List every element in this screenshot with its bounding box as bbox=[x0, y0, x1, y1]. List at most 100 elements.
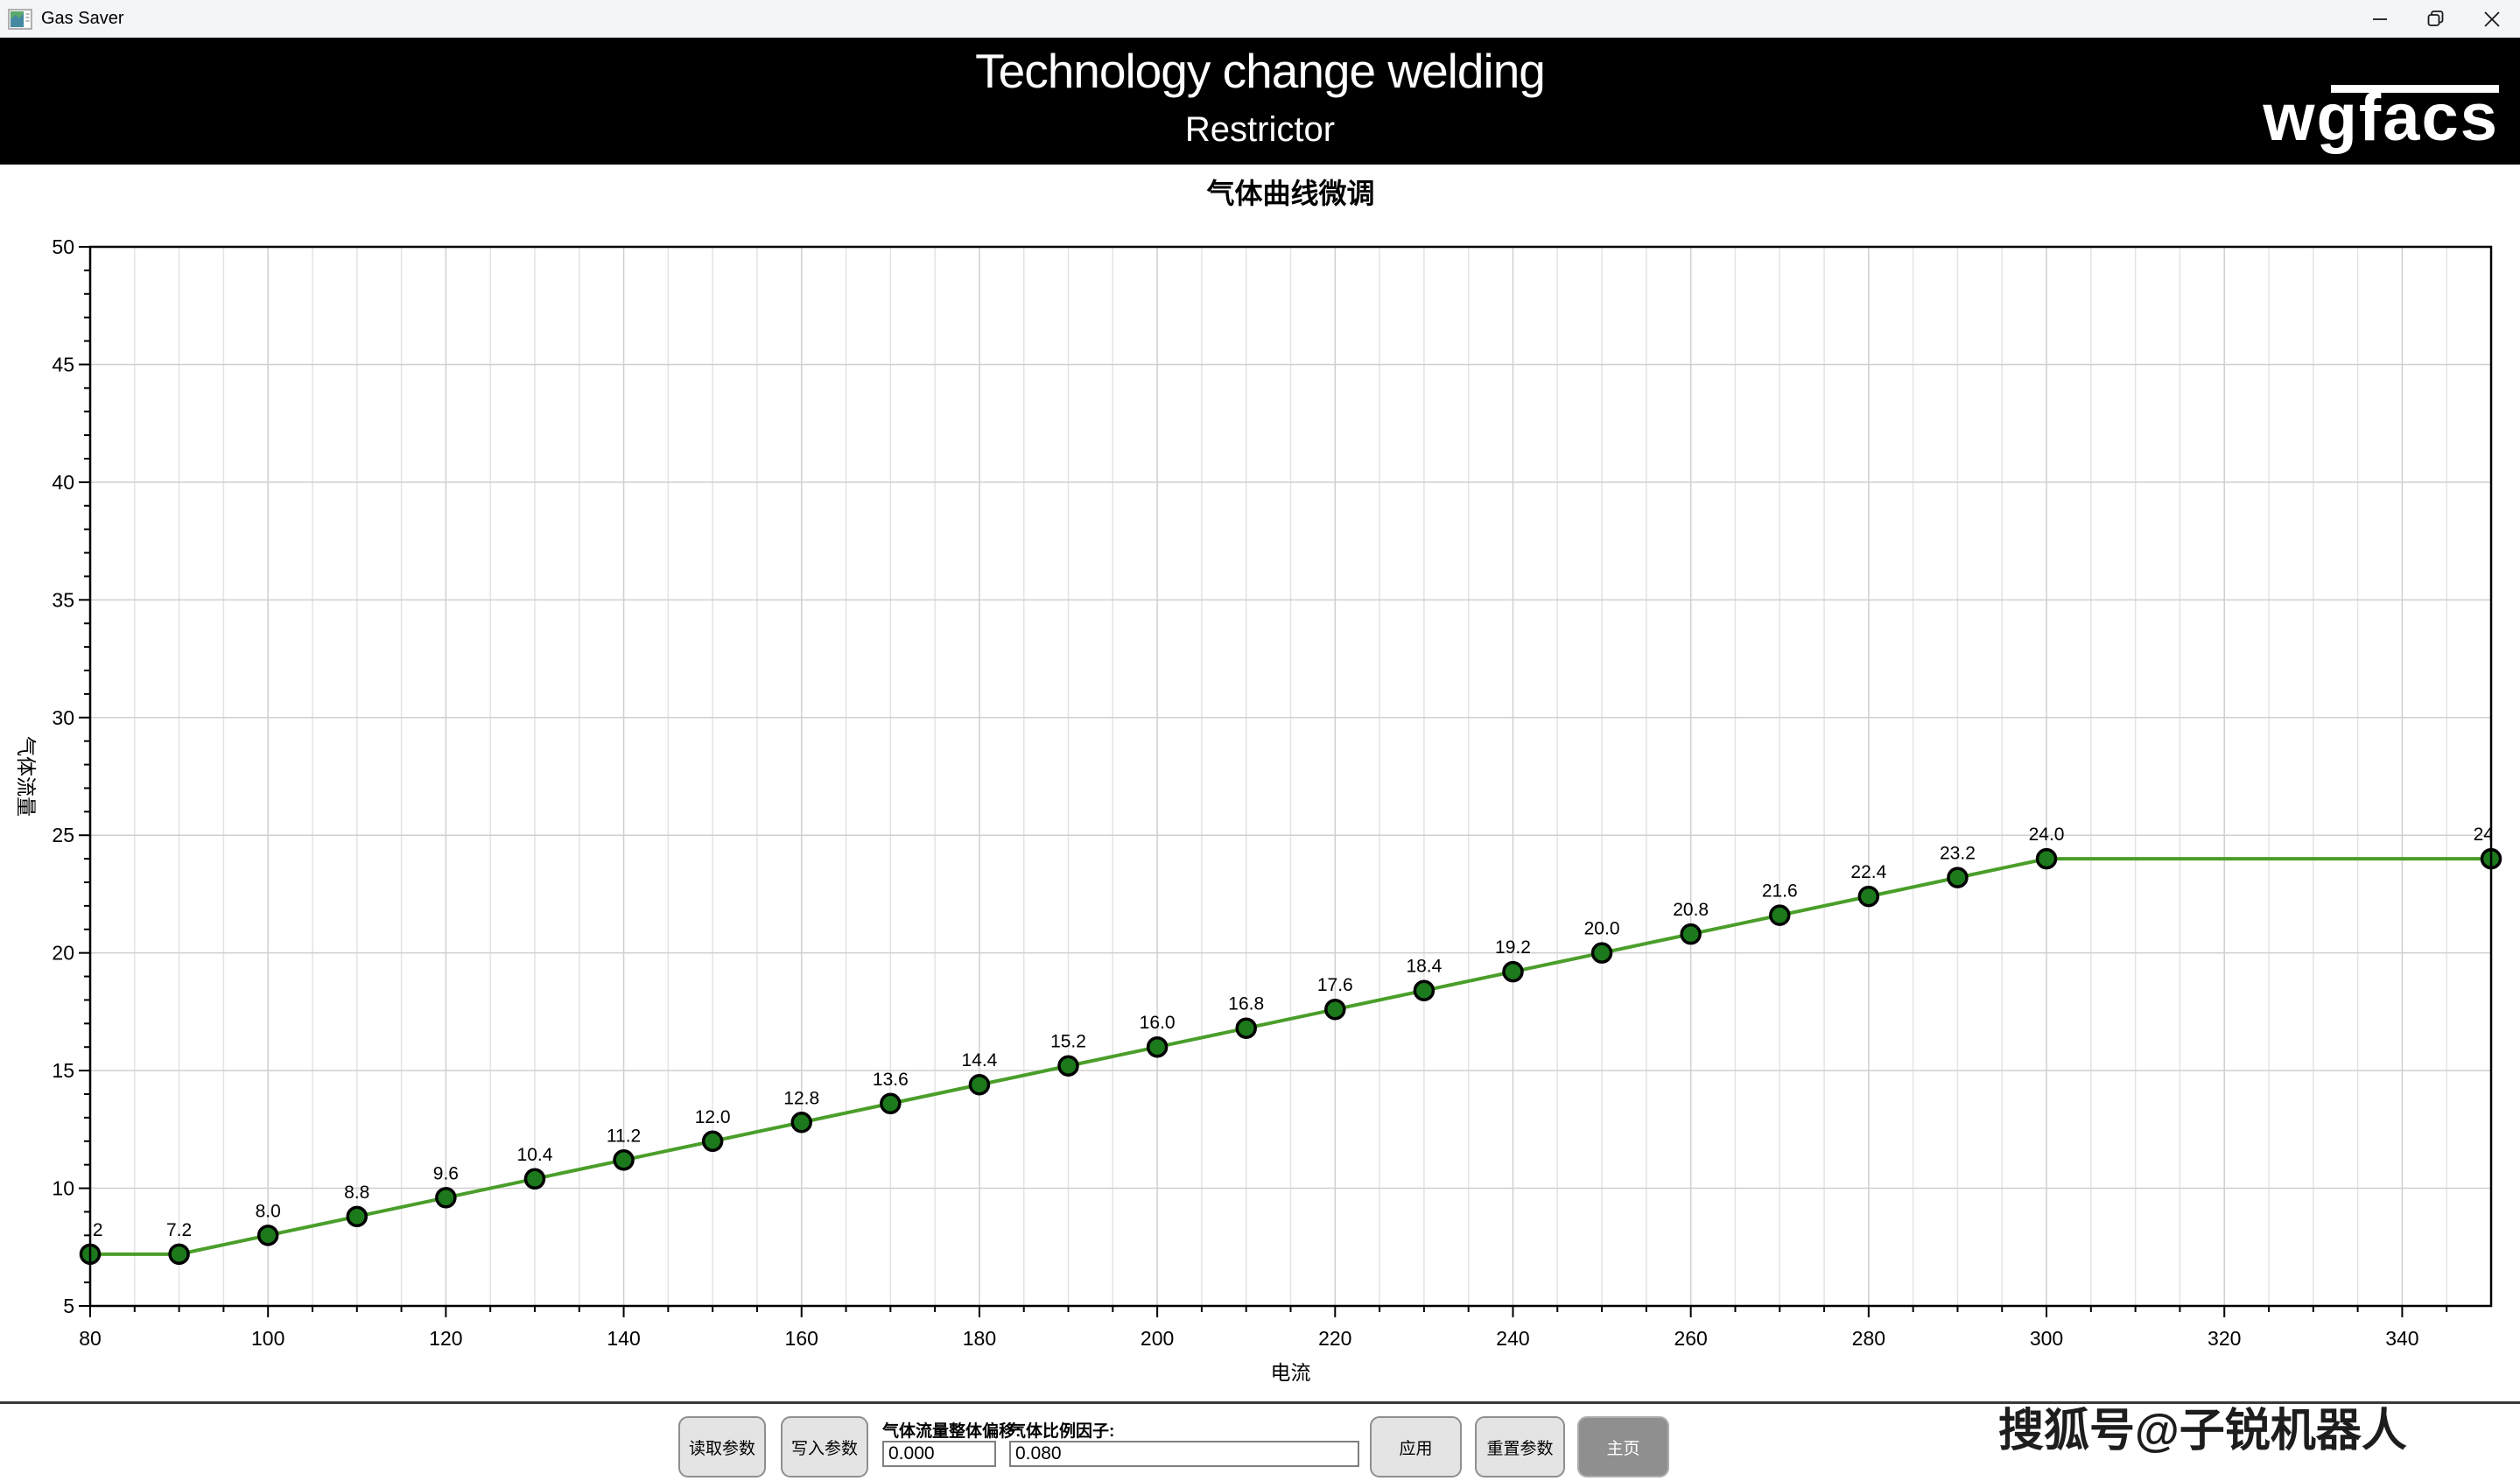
series-line bbox=[90, 857, 2491, 1256]
y-tick-label: 20 bbox=[52, 942, 74, 965]
read-params-button[interactable]: 读取参数 bbox=[678, 1416, 766, 1477]
data-point-label: 16.8 bbox=[1228, 994, 1264, 1014]
data-point-label: 12.0 bbox=[695, 1107, 731, 1127]
home-button[interactable]: 主页 bbox=[1577, 1416, 1669, 1477]
data-point-marker bbox=[1502, 960, 1524, 983]
page-title: Technology change welding bbox=[975, 44, 1546, 98]
y-axis-label: 气体流量 bbox=[15, 736, 38, 817]
x-tick-label: 240 bbox=[1496, 1327, 1529, 1350]
data-point-marker bbox=[1324, 998, 1346, 1021]
y-tick-label: 5 bbox=[63, 1295, 74, 1317]
data-point-marker bbox=[701, 1130, 724, 1153]
x-tick-label: 100 bbox=[251, 1327, 284, 1350]
window-controls bbox=[2352, 0, 2520, 38]
data-point-label: 24.0 bbox=[2029, 825, 2065, 845]
data-point-label: 7.2 bbox=[166, 1220, 192, 1240]
plot-border bbox=[88, 245, 2493, 1308]
data-points bbox=[79, 847, 2502, 1266]
data-point-marker bbox=[256, 1225, 279, 1246]
x-tick-label: 160 bbox=[785, 1327, 818, 1350]
data-point-marker bbox=[523, 1168, 546, 1190]
close-icon bbox=[2484, 11, 2500, 27]
page-subtitle: Restrictor bbox=[1184, 110, 1336, 149]
x-tick-label: 120 bbox=[429, 1327, 462, 1350]
x-tick-label: 220 bbox=[1318, 1327, 1351, 1350]
data-point-label: 8.0 bbox=[256, 1201, 281, 1221]
minimize-button[interactable] bbox=[2352, 0, 2408, 38]
x-tick-label: 180 bbox=[963, 1327, 996, 1350]
restore-icon bbox=[2427, 10, 2444, 26]
data-point-label: 24.0 bbox=[2474, 825, 2509, 845]
x-tick-label: 280 bbox=[1852, 1327, 1885, 1350]
data-point-marker bbox=[346, 1205, 369, 1228]
restore-button[interactable] bbox=[2408, 0, 2464, 38]
data-point-label: 12.8 bbox=[783, 1088, 819, 1108]
data-point-label: 13.6 bbox=[873, 1070, 909, 1090]
data-point-label: 15.2 bbox=[1050, 1032, 1086, 1052]
gas-offset-input[interactable] bbox=[882, 1441, 996, 1467]
data-point-marker bbox=[1590, 942, 1613, 964]
data-point-label: 18.4 bbox=[1406, 957, 1442, 977]
data-point-marker bbox=[1146, 1035, 1169, 1058]
data-point-label: 23.2 bbox=[1940, 844, 1976, 864]
data-point-marker bbox=[168, 1243, 190, 1266]
data-point-marker bbox=[1057, 1055, 1079, 1077]
y-tick-label: 10 bbox=[52, 1177, 74, 1200]
data-point-label: 10.4 bbox=[517, 1145, 553, 1165]
reset-params-button[interactable]: 重置参数 bbox=[1475, 1416, 1565, 1477]
data-point-label: 19.2 bbox=[1495, 937, 1531, 958]
data-point-label: 22.4 bbox=[1850, 862, 1886, 882]
y-tick-label: 30 bbox=[52, 706, 74, 729]
apply-button[interactable]: 应用 bbox=[1370, 1416, 1462, 1477]
data-point-marker bbox=[968, 1073, 991, 1096]
y-tick-label: 25 bbox=[52, 824, 74, 846]
x-tick-label: 200 bbox=[1141, 1327, 1174, 1350]
gas-offset-label: 气体流量整体偏移: bbox=[882, 1422, 1021, 1441]
watermark: 搜狐号@子锐机器人 bbox=[1998, 1406, 2407, 1456]
logo-bar bbox=[2331, 85, 2499, 93]
x-tick-label: 300 bbox=[2030, 1327, 2063, 1350]
toolbar-divider bbox=[0, 1401, 2520, 1404]
logo-text: wgfacs bbox=[2263, 81, 2499, 155]
minimize-icon bbox=[2373, 18, 2387, 20]
tick-labels: 80 100 120 140 160 180 200 220 240 260 280 300 320 34… bbox=[52, 235, 2418, 1350]
app-icon bbox=[8, 8, 32, 30]
data-point-marker bbox=[1680, 923, 1702, 945]
data-point-marker bbox=[1413, 979, 1435, 1001]
data-point-label: 9.6 bbox=[433, 1163, 459, 1183]
window-title: Gas Saver bbox=[41, 9, 124, 28]
data-point-marker bbox=[1769, 904, 1791, 926]
data-point-label: 17.6 bbox=[1317, 975, 1353, 995]
x-tick-label: 260 bbox=[1674, 1327, 1707, 1350]
write-params-button[interactable]: 写入参数 bbox=[781, 1416, 868, 1477]
data-point-label: 14.4 bbox=[961, 1050, 997, 1070]
x-tick-label: 140 bbox=[607, 1327, 640, 1350]
chart-title: 气体曲线微调 bbox=[1206, 178, 1375, 209]
data-point-label: 11.2 bbox=[607, 1126, 641, 1146]
data-point-marker bbox=[435, 1187, 457, 1209]
data-point-label: 20.0 bbox=[1584, 919, 1620, 939]
data-point-label: 20.8 bbox=[1673, 900, 1709, 920]
data-point-marker bbox=[790, 1112, 812, 1134]
y-tick-label: 50 bbox=[52, 235, 74, 258]
data-point-label: 16.0 bbox=[1140, 1013, 1176, 1033]
data-point-marker bbox=[1857, 885, 1880, 908]
brand-logo: wgfacs bbox=[2175, 78, 2499, 151]
data-point-marker bbox=[1235, 1017, 1257, 1039]
gridlines bbox=[90, 247, 2491, 1306]
data-point-marker bbox=[2035, 847, 2058, 870]
data-point-label: 8.8 bbox=[344, 1183, 369, 1203]
y-tick-label: 40 bbox=[52, 471, 74, 494]
data-point-marker bbox=[880, 1092, 902, 1115]
y-tick-label: 15 bbox=[52, 1059, 74, 1082]
gas-factor-input[interactable] bbox=[1009, 1441, 1359, 1467]
close-button[interactable] bbox=[2464, 0, 2520, 38]
y-tick-label: 35 bbox=[52, 588, 74, 611]
x-tick-label: 80 bbox=[79, 1327, 102, 1350]
y-tick-label: 45 bbox=[52, 353, 74, 376]
data-point-label: 7.2 bbox=[77, 1220, 102, 1240]
gas-factor-label: 气体比例因子: bbox=[1009, 1422, 1115, 1441]
data-point-marker bbox=[1947, 867, 1969, 888]
x-tick-label: 340 bbox=[2385, 1327, 2418, 1350]
